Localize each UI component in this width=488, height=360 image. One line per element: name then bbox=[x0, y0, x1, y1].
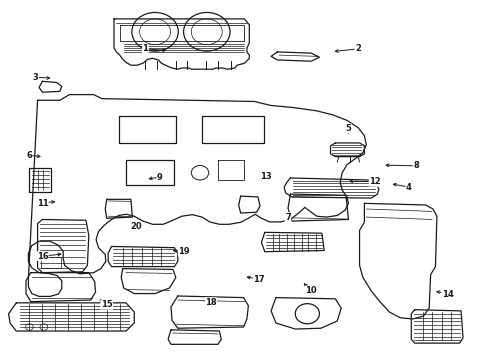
Text: 8: 8 bbox=[412, 161, 418, 170]
Text: 6: 6 bbox=[26, 151, 32, 160]
Text: 12: 12 bbox=[368, 177, 380, 186]
Text: 10: 10 bbox=[305, 286, 316, 295]
Text: 9: 9 bbox=[157, 173, 163, 182]
Text: 7: 7 bbox=[285, 213, 290, 222]
Text: 3: 3 bbox=[33, 73, 39, 82]
Text: 18: 18 bbox=[204, 298, 216, 307]
Text: 1: 1 bbox=[142, 44, 148, 53]
Text: 17: 17 bbox=[253, 275, 264, 284]
Text: 15: 15 bbox=[101, 300, 112, 309]
Text: 2: 2 bbox=[354, 44, 360, 53]
Text: 5: 5 bbox=[345, 124, 351, 133]
Text: 14: 14 bbox=[441, 290, 452, 299]
Text: 16: 16 bbox=[37, 252, 48, 261]
Text: 13: 13 bbox=[260, 172, 271, 181]
Text: 4: 4 bbox=[405, 183, 411, 192]
Text: 11: 11 bbox=[37, 198, 48, 207]
Text: 19: 19 bbox=[178, 247, 189, 256]
Text: 20: 20 bbox=[130, 222, 141, 231]
